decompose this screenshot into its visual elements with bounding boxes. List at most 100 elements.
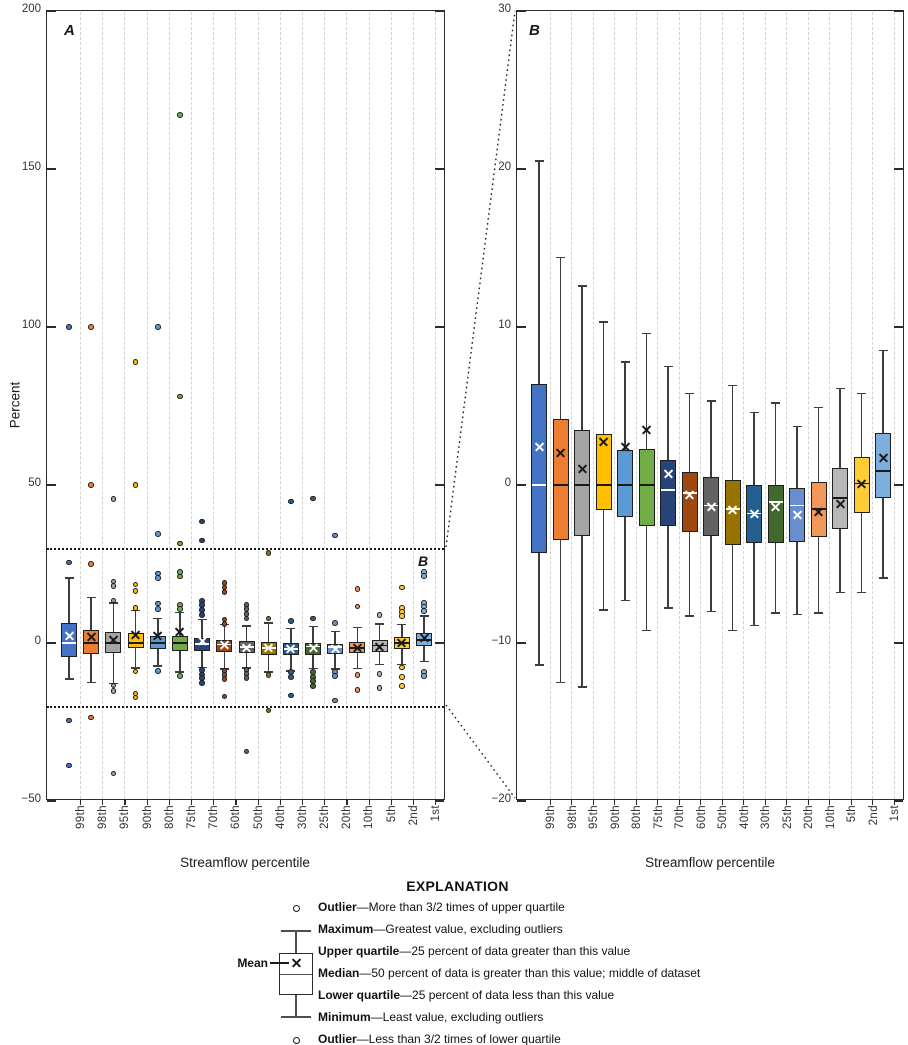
median-line bbox=[417, 639, 431, 642]
x-axis-category-label: 1st bbox=[889, 805, 901, 822]
y-axis-tick-left bbox=[517, 326, 526, 328]
legend-item-term: Outlier bbox=[318, 1032, 357, 1045]
x-axis-category-label: 10th bbox=[363, 805, 376, 829]
whisker-cap-max bbox=[419, 615, 429, 617]
y-axis-tick-label: 150 bbox=[21, 161, 41, 173]
legend-item-desc: —25 percent of data greater than this va… bbox=[399, 944, 631, 958]
y-axis-tick-right bbox=[894, 484, 903, 486]
x-axis-category-label: 50th bbox=[252, 805, 265, 829]
x-axis-tick bbox=[213, 799, 215, 805]
outlier-dot bbox=[421, 607, 427, 614]
legend-schematic-whisker-bottom bbox=[295, 995, 297, 1016]
outlier-dot bbox=[221, 620, 228, 627]
x-axis-tick bbox=[850, 799, 852, 805]
y-axis-tick-label: −50 bbox=[21, 793, 41, 805]
whisker-cap-min bbox=[771, 612, 780, 614]
whisker-cap-max bbox=[264, 622, 274, 624]
y-axis-tick-left bbox=[47, 800, 56, 802]
x-axis-category-label: 95th bbox=[588, 805, 600, 829]
gridline bbox=[213, 12, 215, 799]
outlier-dot bbox=[243, 748, 250, 755]
panel-a-letter: A bbox=[64, 22, 75, 39]
outlier-dot bbox=[354, 672, 361, 679]
outlier-dot bbox=[265, 672, 272, 679]
outlier-dot bbox=[199, 537, 205, 544]
outlier-dot bbox=[177, 540, 183, 547]
outlier-dot bbox=[421, 573, 427, 579]
x-axis-tick bbox=[893, 799, 895, 805]
whisker-cap-min bbox=[175, 671, 185, 673]
mean-x-marker bbox=[396, 637, 407, 648]
gridline bbox=[257, 12, 259, 799]
gridline bbox=[872, 12, 874, 799]
legend-item: Outlier—More than 3/2 times of upper qua… bbox=[318, 900, 565, 914]
zoom-window-bottom-line bbox=[47, 706, 444, 709]
mean-x-marker bbox=[749, 508, 760, 519]
outlier-dot bbox=[177, 112, 183, 119]
x-axis-tick bbox=[235, 799, 237, 805]
gridline bbox=[786, 12, 788, 799]
outlier-dot bbox=[399, 683, 405, 689]
outlier-dot bbox=[199, 680, 205, 686]
whisker-cap-max bbox=[728, 384, 737, 387]
gridline bbox=[657, 12, 659, 799]
x-axis-tick bbox=[549, 799, 551, 805]
outlier-dot bbox=[66, 762, 72, 769]
x-axis-category-label: 98th bbox=[566, 805, 579, 829]
outlier-dot bbox=[132, 668, 139, 675]
x-axis-title-a: Streamflow percentile bbox=[180, 855, 310, 870]
y-axis-tick-label: −20 bbox=[491, 793, 511, 805]
outlier-dot bbox=[154, 606, 161, 612]
legend-item-term: Maximum bbox=[318, 922, 374, 936]
whisker-cap-max bbox=[878, 349, 888, 352]
outlier-dot bbox=[88, 324, 94, 330]
outlier-dot bbox=[376, 671, 383, 678]
whisker-cap-min bbox=[86, 681, 96, 684]
whisker-cap-max bbox=[685, 392, 694, 395]
mean-x-marker bbox=[598, 437, 609, 448]
outlier-dot bbox=[332, 673, 339, 679]
legend-item-term: Upper quartile bbox=[318, 944, 400, 958]
outlier-dot bbox=[310, 683, 316, 689]
outlier-dot bbox=[110, 688, 117, 694]
gridline bbox=[412, 12, 414, 799]
y-axis-tick-right bbox=[894, 800, 903, 802]
whisker-cap-max bbox=[534, 160, 544, 162]
x-axis-tick bbox=[191, 799, 193, 805]
x-axis-tick bbox=[786, 799, 788, 805]
outlier-dot bbox=[221, 676, 228, 682]
whisker-cap-max bbox=[642, 332, 651, 335]
legend-item-term: Median bbox=[318, 966, 360, 980]
y-axis-tick-label: 50 bbox=[28, 477, 41, 489]
outlier-dot bbox=[221, 693, 228, 700]
whisker-cap-min bbox=[792, 613, 802, 616]
x-axis-tick bbox=[435, 799, 437, 805]
x-axis-category-label: 40th bbox=[274, 805, 287, 829]
gridline bbox=[168, 12, 170, 799]
outlier-dot bbox=[88, 482, 94, 488]
y-axis-tick-left bbox=[47, 484, 56, 486]
mean-x-marker bbox=[64, 630, 75, 641]
y-axis-tick-right bbox=[435, 326, 444, 328]
mean-x-marker bbox=[219, 639, 230, 650]
x-axis-category-label: 10th bbox=[824, 805, 837, 829]
outlier-dot bbox=[66, 717, 72, 724]
mean-x-marker bbox=[130, 629, 141, 640]
whisker-cap-min bbox=[685, 615, 694, 617]
x-axis-tick bbox=[657, 799, 659, 805]
median-line bbox=[172, 642, 187, 644]
y-axis-tick-left bbox=[517, 800, 526, 802]
gridline bbox=[191, 12, 193, 799]
outlier-dot bbox=[421, 673, 427, 679]
median-line bbox=[876, 469, 890, 472]
median-line bbox=[195, 643, 210, 645]
outlier-dot bbox=[265, 615, 272, 622]
y-axis-tick-left bbox=[517, 642, 526, 644]
whisker-cap-min bbox=[352, 667, 362, 670]
mean-x-marker bbox=[352, 643, 363, 654]
median-line bbox=[84, 642, 99, 644]
x-axis-tick bbox=[279, 799, 281, 805]
outlier-dot bbox=[88, 714, 94, 721]
outlier-dot bbox=[399, 584, 405, 591]
whisker-cap-max bbox=[577, 285, 587, 287]
